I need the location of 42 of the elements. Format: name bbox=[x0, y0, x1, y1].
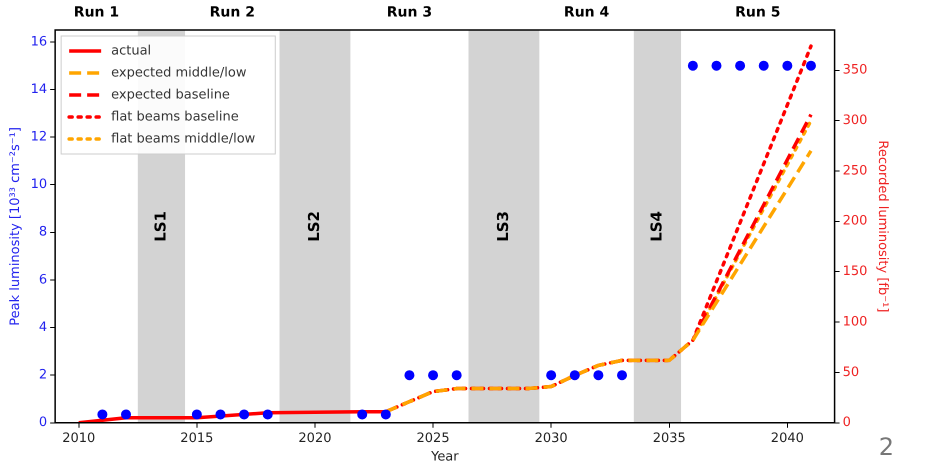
y2-tick-label: 350 bbox=[842, 62, 868, 78]
y2-tick-label: 300 bbox=[842, 113, 868, 128]
y2-axis-title: Recorded luminosity [fb⁻¹] bbox=[874, 140, 890, 312]
y-tick-label: 0 bbox=[38, 415, 48, 430]
legend-label: expected middle/low bbox=[111, 65, 247, 80]
y2-tick-label: 200 bbox=[842, 214, 868, 229]
legend-label: expected baseline bbox=[111, 87, 230, 102]
y-tick-label: 12 bbox=[30, 130, 48, 144]
band-label: LS4 bbox=[647, 210, 666, 242]
text: 2 bbox=[878, 433, 894, 462]
text: Run 2 bbox=[210, 4, 255, 21]
x-tick-label: 2020 bbox=[298, 430, 332, 446]
y2-tick-label: 250 bbox=[842, 163, 868, 178]
y2-tick-label: 150 bbox=[842, 264, 868, 280]
x-tick-label: 2025 bbox=[416, 430, 450, 446]
y-tick-label: 6 bbox=[38, 272, 48, 288]
x-tick-label: 2030 bbox=[534, 430, 568, 446]
band-label: LS1 bbox=[151, 210, 170, 242]
text: Run 4 bbox=[564, 4, 610, 21]
y-tick-label: 14 bbox=[30, 82, 48, 97]
y-tick-label: 16 bbox=[30, 34, 48, 50]
y2-tick-label: 100 bbox=[842, 314, 868, 330]
x-tick-label: 2040 bbox=[770, 430, 804, 446]
band-label: LS3 bbox=[494, 210, 512, 242]
y-tick-label: 10 bbox=[30, 177, 48, 192]
text: Run 3 bbox=[386, 4, 432, 21]
x-tick-label: 2010 bbox=[62, 430, 96, 446]
x-tick-label: 2015 bbox=[180, 430, 214, 446]
band-label: LS2 bbox=[304, 210, 323, 242]
x-axis-title: Year bbox=[430, 450, 460, 465]
y2-tick-label: 0 bbox=[842, 415, 851, 430]
y-tick-label: 2 bbox=[38, 368, 48, 383]
y-tick-label: 8 bbox=[38, 224, 48, 240]
legend-label: actual bbox=[111, 43, 152, 58]
x-tick-label: 2035 bbox=[652, 430, 686, 446]
y-axis-title: Peak luminosity [10³³ cm⁻²s⁻¹] bbox=[8, 127, 24, 326]
y-tick-label: 4 bbox=[38, 320, 48, 335]
legend-label: flat beams baseline bbox=[111, 109, 239, 124]
y2-tick-label: 50 bbox=[842, 364, 860, 380]
text: Run 1 bbox=[74, 4, 120, 21]
legend-label: flat beams middle/low bbox=[111, 131, 256, 146]
text: Run 5 bbox=[735, 4, 780, 21]
